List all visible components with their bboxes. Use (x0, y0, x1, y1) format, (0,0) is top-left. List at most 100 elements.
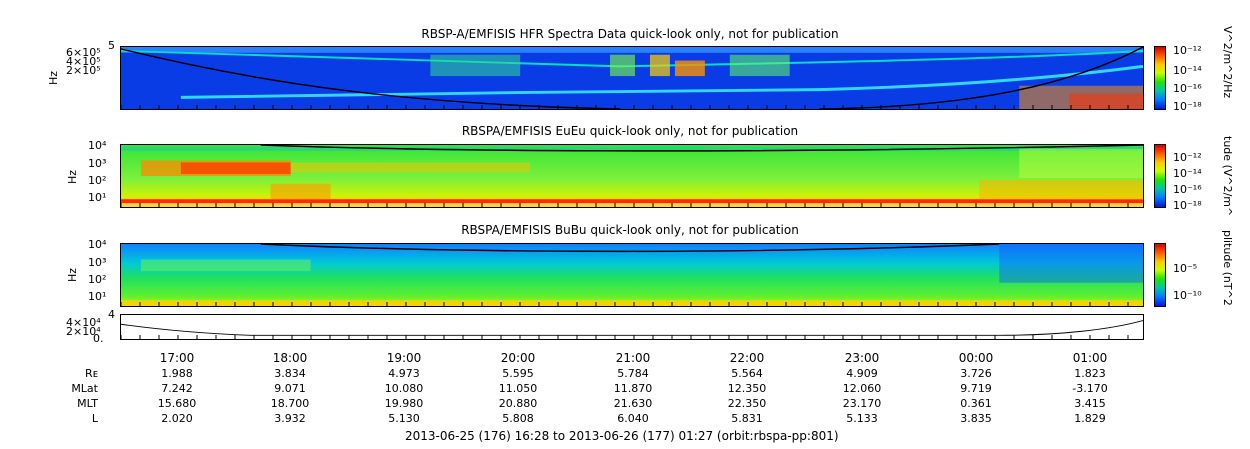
ephemeris-row: 2.020 3.932 5.130 5.808 6.040 5.831 5.133 3.835… (0, 412, 1250, 426)
time-label: 19:00 (386, 351, 422, 365)
panel2-ylabel: Hz (66, 169, 79, 184)
ephemeris-row: 15.680 18.700 19.980 20.880 21.630 22.350 23.1… (0, 397, 1250, 411)
ephemeris-value: 5.595 (502, 367, 534, 380)
ephemeris-value: 11.050 (498, 382, 538, 395)
x-tick-marks (121, 105, 1129, 109)
panel4-ytick-2: 2×10⁴ (66, 325, 101, 338)
ephemeris-value: 21.630 (613, 397, 653, 410)
panel2-cbtick-1: 10⁻¹⁴ (1173, 167, 1202, 180)
panel1-ytick-0: 5 (108, 39, 115, 52)
ephemeris-value: 3.834 (274, 367, 306, 380)
ephemeris-value: 18.700 (270, 397, 310, 410)
ephemeris-value: 2.020 (161, 412, 193, 425)
time-label: 20:00 (500, 351, 536, 365)
ephemeris-value: 4.909 (846, 367, 878, 380)
ephemeris-value: 9.719 (960, 382, 992, 395)
panel2-ytick-2: 10² (88, 174, 107, 187)
time-label: 00:00 (958, 351, 994, 365)
hfr-spectrogram (120, 46, 1144, 110)
ephemeris-value: 3.835 (960, 412, 992, 425)
ephemeris-value: 15.680 (157, 397, 197, 410)
panel3-ytick-0: 10⁴ (88, 238, 107, 251)
ephemeris-label: Rᴇ (84, 367, 98, 380)
ephemeris-value: 22.350 (727, 397, 767, 410)
ephemeris-label: MLT (77, 397, 98, 410)
panel1-ytick-2: 4×10⁵ (66, 55, 101, 68)
bubu-spectrogram (120, 243, 1144, 307)
panel3-title: RBSPA/EMFISIS BuBu quick-look only, not … (461, 223, 799, 237)
panel2-colorbar (1154, 144, 1166, 208)
panel2-cbar-label: tude (V^2/m^ (1221, 136, 1234, 217)
ephemeris-value: 12.060 (842, 382, 882, 395)
time-label: 17:00 (159, 351, 195, 365)
panel4-ytick-1: 4×10⁴ (66, 316, 101, 329)
ephemeris-value: 6.040 (617, 412, 649, 425)
time-label: 23:00 (844, 351, 880, 365)
ephemeris-value: 5.133 (846, 412, 878, 425)
panel1-title: RBSP-A/EMFISIS HFR Spectra Data quick-lo… (421, 27, 839, 41)
panel2-cbtick-3: 10⁻¹⁸ (1173, 199, 1202, 212)
ephemeris-value: 10.080 (384, 382, 424, 395)
panel3-cbar-label: plitude (nT^2 (1221, 230, 1234, 306)
panel1-ytick-1: 6×10⁵ (66, 46, 101, 59)
panel1-colorbar (1154, 46, 1166, 110)
ephemeris-value: -3.170 (1072, 382, 1108, 395)
panel1-cbtick-2: 10⁻¹⁶ (1173, 82, 1202, 95)
ephemeris-value: 9.071 (274, 382, 306, 395)
ephemeris-value: 11.870 (613, 382, 653, 395)
time-label: 18:00 (272, 351, 308, 365)
panel2-ytick-3: 10¹ (88, 191, 107, 204)
panel2-cbtick-2: 10⁻¹⁶ (1173, 183, 1202, 196)
x-tick-marks (121, 335, 1129, 339)
panel1-cbtick-3: 10⁻¹⁸ (1173, 100, 1202, 113)
ephemeris-value: 19.980 (384, 397, 424, 410)
time-label: 22:00 (729, 351, 765, 365)
ephemeris-label: L (91, 412, 98, 425)
ephemeris-value: 0.361 (960, 397, 992, 410)
panel1-cbtick-1: 10⁻¹⁴ (1173, 64, 1202, 77)
panel3-cbtick-0: 10⁻⁵ (1173, 262, 1198, 275)
panel1-cbtick-0: 10⁻¹² (1173, 44, 1202, 57)
ephemeris-value: 1.829 (1074, 412, 1106, 425)
panel4-ytick-0: 4 (108, 308, 115, 321)
ephemeris-value: 5.130 (388, 412, 420, 425)
panel2-cbtick-0: 10⁻¹² (1173, 151, 1202, 164)
panel3-ytick-3: 10¹ (88, 290, 107, 303)
time-axis: 17:00 18:00 19:00 20:00 21:00 22:00 23:00 00:00… (0, 351, 1250, 365)
ephemeris-value: 3.932 (274, 412, 306, 425)
panel3-cbtick-1: 10⁻¹⁰ (1173, 289, 1202, 302)
ephemeris-value: 5.784 (617, 367, 649, 380)
panel3-ytick-1: 10³ (88, 256, 107, 269)
panel4-ytick-3: 0. (93, 332, 104, 345)
x-tick-marks (121, 302, 1129, 306)
panel2-ytick-1: 10³ (88, 157, 107, 170)
ephemeris-value: 1.823 (1074, 367, 1106, 380)
ephemeris-value: 5.564 (731, 367, 763, 380)
time-label: 01:00 (1072, 351, 1108, 365)
ephemeris-value: 5.831 (731, 412, 763, 425)
panel3-colorbar (1154, 243, 1166, 307)
ephemeris-row: 1.988 3.834 4.973 5.595 5.784 5.564 4.909 3.726… (0, 367, 1250, 381)
ephemeris-value: 7.242 (161, 382, 193, 395)
panel3-ytick-2: 10² (88, 273, 107, 286)
ephemeris-value: 20.880 (498, 397, 538, 410)
ephemeris-value: 12.350 (727, 382, 767, 395)
panel1-ytick-3: 2×10⁵ (66, 64, 101, 77)
ephemeris-value: 1.988 (161, 367, 193, 380)
panel2-ytick-0: 10⁴ (88, 139, 107, 152)
ephemeris-value: 23.170 (842, 397, 882, 410)
ephemeris-value: 4.973 (388, 367, 420, 380)
ephemeris-label: MLat (71, 382, 98, 395)
panel1-ylabel: Hz (47, 70, 60, 85)
ephemeris-value: 3.415 (1074, 397, 1106, 410)
ephemeris-value: 3.726 (960, 367, 992, 380)
ephemeris-value: 5.808 (502, 412, 534, 425)
panel1-cbar-label: V^2/m^2/Hz (1221, 26, 1234, 99)
panel2-title: RBSPA/EMFISIS EuEu quick-look only, not … (461, 124, 799, 138)
ephemeris-row: 7.242 9.071 10.080 11.050 11.870 12.350 12.060… (0, 382, 1250, 396)
orbit-line-panel (120, 314, 1144, 340)
time-label: 21:00 (615, 351, 651, 365)
eueu-spectrogram (120, 144, 1144, 208)
panel3-ylabel: Hz (66, 267, 79, 282)
x-tick-marks (121, 203, 1129, 207)
